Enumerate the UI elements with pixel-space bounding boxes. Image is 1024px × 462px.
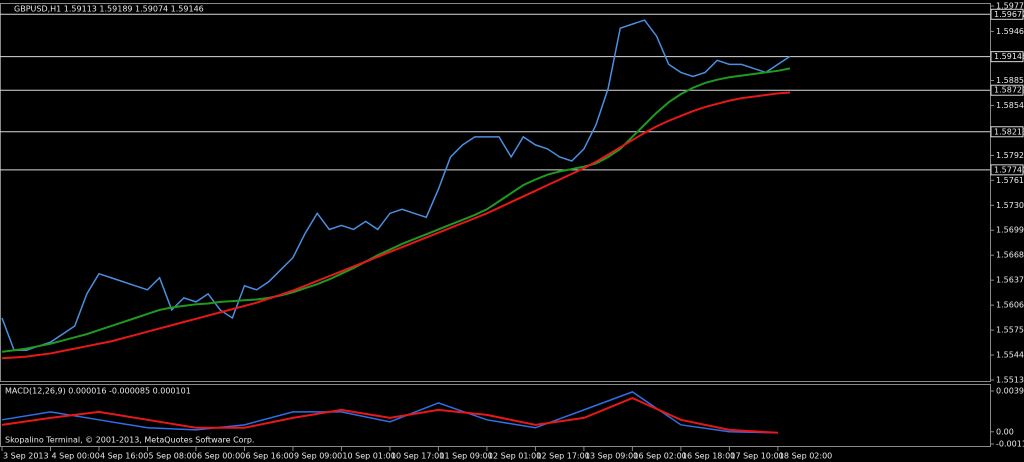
level-label: 1.59672 xyxy=(994,10,1024,19)
level-label-box xyxy=(990,126,1024,138)
y-tick-label: 1.57610 xyxy=(996,176,1024,185)
y-tick-label: -0.001195 xyxy=(996,440,1024,449)
y-tick-label: 1.57920 xyxy=(996,151,1024,160)
x-tick-label: 16 Sep 18:00 xyxy=(682,452,735,461)
y-tick-label: 1.58540 xyxy=(996,101,1024,110)
x-tick-label: 9 Sep 09:00 xyxy=(294,452,342,461)
level-label: 1.59146 xyxy=(994,52,1024,61)
level-label-box xyxy=(990,164,1024,176)
y-tick-label: 1.58850 xyxy=(996,76,1024,85)
y-tick-label: 1.56370 xyxy=(996,276,1024,285)
series-line xyxy=(1,19,791,351)
symbol-info: GBPUSD,H1 1.59113 1.59189 1.59074 1.5914… xyxy=(14,5,204,14)
level-label-box xyxy=(990,84,1024,96)
level-label: 1.58213 xyxy=(994,127,1024,136)
level-label-box xyxy=(990,51,1024,63)
x-tick-label: 4 Sep 16:00 xyxy=(100,452,148,461)
series-line xyxy=(1,67,791,353)
series-line xyxy=(1,391,778,434)
x-tick-label: 5 Sep 08:00 xyxy=(148,452,196,461)
x-tick-label: 18 Sep 02:00 xyxy=(779,452,832,461)
macd-panel-frame xyxy=(0,384,991,447)
y-tick-label: 1.55750 xyxy=(996,326,1024,335)
x-tick-label: 11 Sep 09:00 xyxy=(439,452,492,461)
x-tick-label: 10 Sep 01:00 xyxy=(342,452,395,461)
y-tick-label: 1.59775 xyxy=(996,2,1024,11)
copyright: Skopalino Terminal, © 2001-2013, MetaQuo… xyxy=(5,436,254,445)
x-tick-label: 16 Sep 02:00 xyxy=(633,452,686,461)
x-tick-label: 3 Sep 2013 xyxy=(3,452,49,461)
y-tick-label: 1.56990 xyxy=(996,226,1024,235)
level-label-box xyxy=(990,8,1024,20)
series-line xyxy=(1,396,778,434)
level-label: 1.58729 xyxy=(994,86,1024,95)
price-panel-frame xyxy=(0,3,991,382)
macd-title: MACD(12,26,9) 0.000016 -0.000085 0.00010… xyxy=(5,387,191,396)
series-line xyxy=(1,91,791,360)
x-tick-label: 17 Sep 10:00 xyxy=(730,452,783,461)
x-tick-label: 6 Sep 00:00 xyxy=(197,452,245,461)
x-tick-label: 12 Sep 01:00 xyxy=(488,452,541,461)
x-tick-label: 4 Sep 00:00 xyxy=(51,452,99,461)
x-tick-label: 10 Sep 17:00 xyxy=(391,452,444,461)
x-tick-label: 6 Sep 16:00 xyxy=(245,452,293,461)
y-tick-label: 1.57300 xyxy=(996,201,1024,210)
y-tick-label: 1.56680 xyxy=(996,251,1024,260)
y-tick-label: 0.003987 xyxy=(996,387,1024,396)
y-tick-label: 0.00 xyxy=(996,427,1014,436)
y-tick-label: 1.56060 xyxy=(996,301,1024,310)
y-tick-label: 1.55130 xyxy=(996,376,1024,385)
y-tick-label: 1.55440 xyxy=(996,351,1024,360)
x-tick-label: 12 Sep 17:00 xyxy=(536,452,589,461)
x-tick-label: 13 Sep 09:00 xyxy=(585,452,638,461)
level-label: 1.57740 xyxy=(994,165,1024,174)
y-tick-label: 1.59460 xyxy=(996,27,1024,36)
